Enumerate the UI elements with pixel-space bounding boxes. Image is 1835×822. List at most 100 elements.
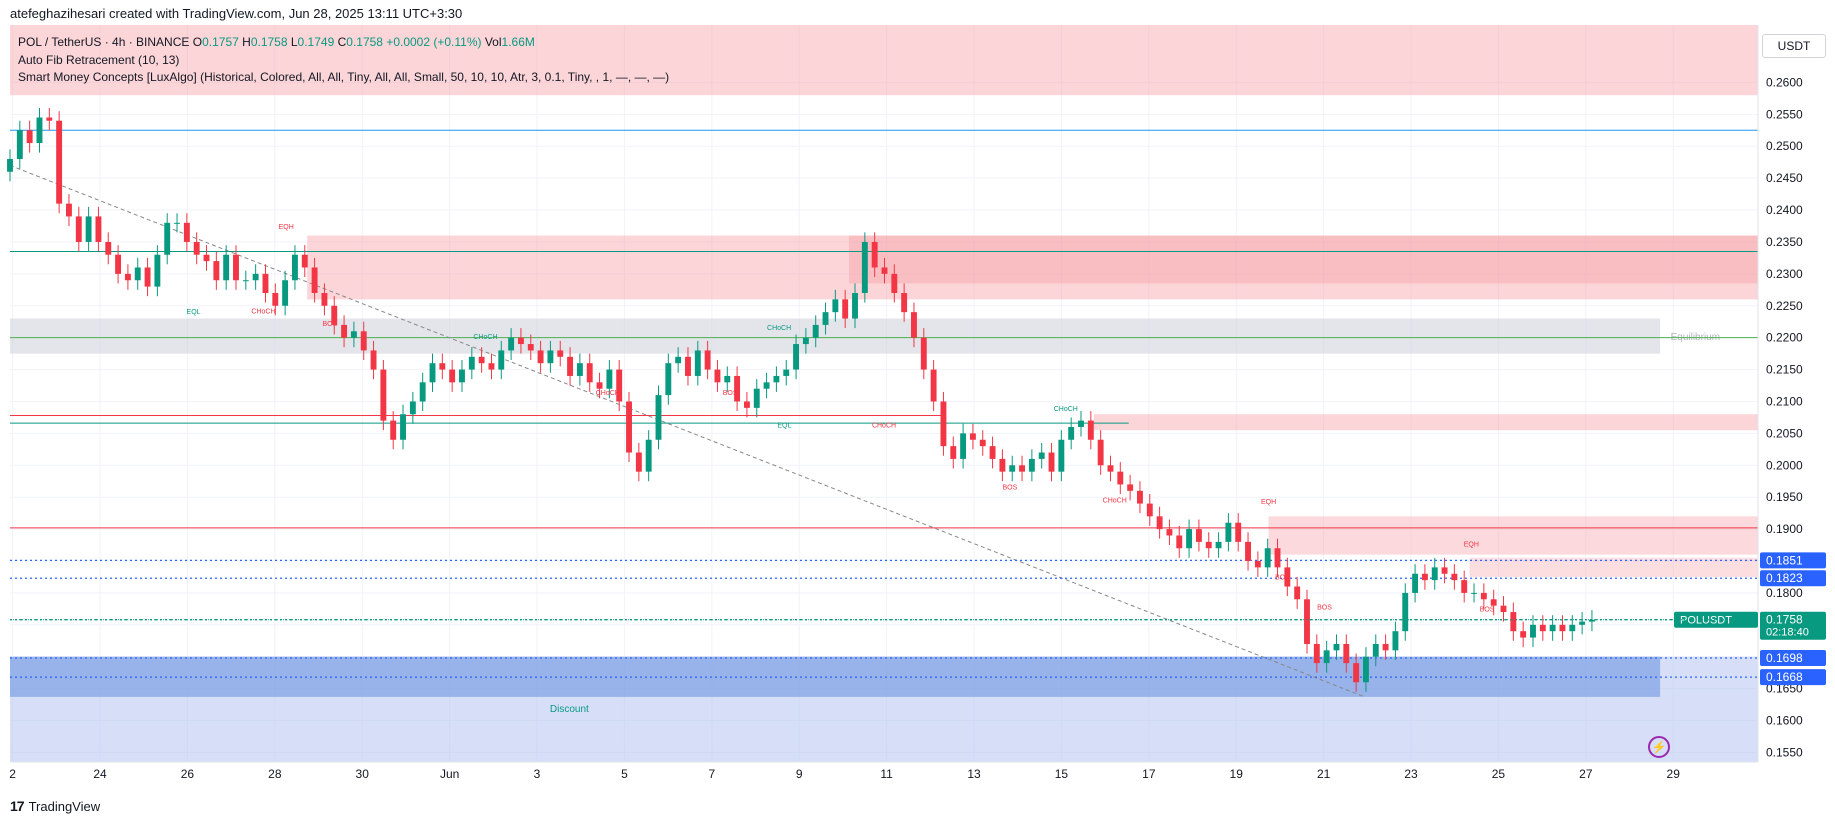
structure-label: BOS bbox=[1480, 606, 1495, 613]
supply-zone-2 bbox=[1093, 414, 1758, 431]
y-tick-label: 0.2600 bbox=[1766, 75, 1803, 89]
legend-symbol-row[interactable]: POL / TetherUS · 4h · BINANCE O0.1757 H0… bbox=[18, 34, 669, 52]
y-tick-label: 0.1800 bbox=[1766, 586, 1803, 600]
structure-label: CHoCH bbox=[473, 334, 497, 341]
legend-symbol[interactable]: POL / TetherUS · 4h · BINANCE bbox=[18, 35, 190, 49]
legend-low: 0.1749 bbox=[297, 35, 335, 49]
price-label-value: 0.1668 bbox=[1766, 670, 1803, 684]
currency-button[interactable]: USDT bbox=[1762, 34, 1826, 58]
y-tick-label: 0.2400 bbox=[1766, 203, 1803, 217]
supply-zone-inner bbox=[849, 235, 1758, 284]
candle bbox=[1353, 663, 1360, 683]
x-tick-label: 23 bbox=[1404, 767, 1418, 781]
candle bbox=[1333, 643, 1340, 651]
structure-label: CHoCH bbox=[1054, 406, 1078, 413]
x-tick-label: 17 bbox=[1142, 767, 1156, 781]
candle bbox=[1461, 580, 1468, 593]
candle bbox=[252, 273, 259, 281]
structure-label: EQH bbox=[1261, 499, 1276, 506]
candle bbox=[419, 382, 426, 402]
x-tick-label: 19 bbox=[1230, 767, 1244, 781]
legend-high-label: H bbox=[242, 35, 251, 49]
candle bbox=[1078, 420, 1084, 427]
candle bbox=[1225, 522, 1232, 542]
y-tick-label: 0.2550 bbox=[1766, 107, 1803, 121]
candle bbox=[66, 203, 72, 217]
candle bbox=[1186, 529, 1193, 549]
x-tick-label: 13 bbox=[967, 767, 981, 781]
candle bbox=[1235, 522, 1242, 542]
candle bbox=[714, 369, 721, 383]
candle bbox=[1559, 624, 1566, 632]
candle bbox=[311, 267, 318, 293]
candle bbox=[1156, 516, 1163, 530]
candle bbox=[734, 375, 741, 402]
candle bbox=[85, 216, 92, 242]
candle bbox=[537, 350, 544, 364]
candle bbox=[1205, 541, 1212, 549]
footer-brand: 17 TradingView bbox=[10, 798, 100, 814]
price-label-value: 0.1758 bbox=[1766, 613, 1803, 627]
candle bbox=[242, 280, 249, 282]
y-tick-label: 0.2200 bbox=[1766, 331, 1803, 345]
candle bbox=[685, 356, 691, 376]
lightning-icon[interactable]: ⚡ bbox=[1648, 736, 1670, 758]
candle bbox=[1019, 465, 1025, 472]
price-label-box bbox=[1760, 669, 1826, 686]
x-tick-label: 25 bbox=[1492, 767, 1506, 781]
candle bbox=[1392, 631, 1399, 651]
x-tick-label: 29 bbox=[1667, 767, 1681, 781]
candle bbox=[960, 433, 967, 459]
candle bbox=[498, 350, 505, 370]
candle bbox=[488, 363, 495, 370]
candle bbox=[95, 216, 102, 242]
y-tick-label: 0.2500 bbox=[1766, 139, 1803, 153]
candle bbox=[134, 267, 141, 281]
candle bbox=[7, 159, 13, 172]
candle bbox=[753, 388, 760, 408]
candle bbox=[174, 222, 180, 224]
candle bbox=[979, 439, 986, 447]
candle bbox=[783, 369, 790, 376]
x-tick-label: 11 bbox=[880, 767, 893, 781]
countdown-label: 02:18:40 bbox=[1766, 627, 1809, 639]
equilibrium-zone bbox=[10, 318, 1661, 354]
candle bbox=[291, 254, 298, 281]
candle bbox=[409, 401, 416, 415]
candle bbox=[1441, 567, 1448, 574]
y-tick-label: 0.2250 bbox=[1766, 299, 1803, 313]
candle bbox=[812, 324, 819, 338]
candle bbox=[940, 401, 947, 447]
candle bbox=[350, 331, 357, 338]
structure-label: EQH bbox=[279, 224, 294, 231]
structure-label: BOS bbox=[1317, 604, 1332, 611]
legend-indicator-smc[interactable]: Smart Money Concepts [LuxAlgo] (Historic… bbox=[18, 70, 670, 84]
legend-close: 0.1758 bbox=[346, 35, 383, 49]
candle bbox=[1038, 452, 1045, 459]
candle bbox=[989, 446, 996, 459]
legend-change: +0.0002 (+0.11%) bbox=[386, 35, 482, 49]
structure-label: CHoCH bbox=[251, 308, 275, 315]
candle bbox=[861, 241, 868, 293]
candle bbox=[1146, 503, 1153, 517]
candle bbox=[1058, 439, 1065, 472]
candle bbox=[1313, 643, 1320, 664]
candle bbox=[626, 401, 632, 453]
candle bbox=[596, 382, 603, 389]
trend-line bbox=[9, 164, 1365, 698]
candle bbox=[223, 254, 230, 281]
y-tick-label: 0.2000 bbox=[1766, 458, 1803, 472]
candle bbox=[1500, 605, 1507, 613]
candle bbox=[1530, 624, 1536, 638]
candle bbox=[1343, 643, 1350, 664]
candle bbox=[360, 331, 367, 351]
legend-indicator-fib[interactable]: Auto Fib Retracement (10, 13) bbox=[18, 52, 180, 67]
candle bbox=[459, 369, 465, 383]
candle bbox=[370, 350, 377, 370]
y-tick-label: 0.1950 bbox=[1766, 490, 1803, 504]
candle bbox=[26, 130, 33, 144]
candle bbox=[1245, 541, 1251, 561]
legend-open: 0.1757 bbox=[202, 35, 239, 49]
x-tick-label: 27 bbox=[1579, 767, 1593, 781]
